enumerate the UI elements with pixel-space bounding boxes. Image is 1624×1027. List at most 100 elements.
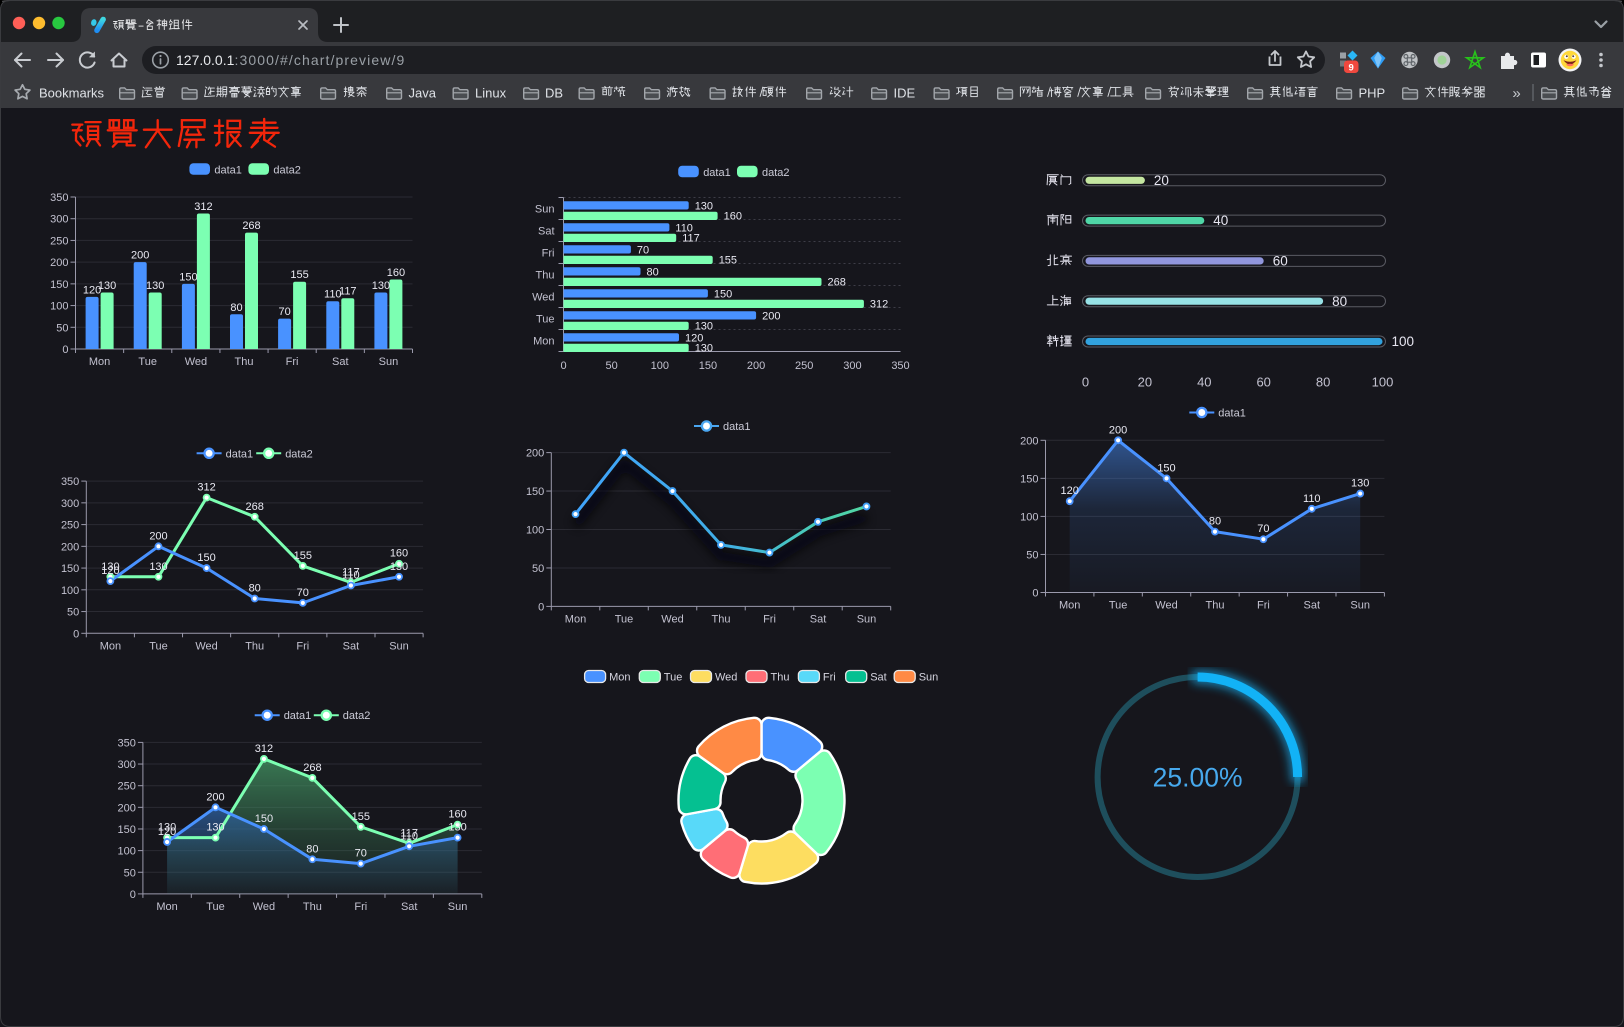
svg-text:data2: data2 [343, 710, 371, 722]
svg-text:117: 117 [342, 566, 360, 578]
svg-text:350: 350 [891, 360, 909, 372]
svg-text:Wed: Wed [532, 292, 554, 304]
svg-text:Fri: Fri [763, 613, 776, 625]
svg-text:Thu: Thu [771, 672, 790, 684]
svg-text:60: 60 [1256, 375, 1270, 390]
svg-text:117: 117 [339, 286, 357, 298]
svg-text:268: 268 [246, 501, 264, 513]
svg-text:Sat: Sat [538, 226, 555, 238]
svg-text:50: 50 [1026, 550, 1038, 562]
svg-text:100: 100 [1372, 375, 1394, 390]
svg-text:312: 312 [870, 299, 888, 311]
svg-text:Mon: Mon [565, 613, 586, 625]
svg-text:Mon: Mon [609, 672, 630, 684]
svg-text:Fri: Fri [354, 901, 367, 913]
svg-text:80: 80 [1332, 294, 1347, 309]
svg-text:40: 40 [1197, 375, 1211, 390]
svg-text:20: 20 [1154, 173, 1169, 188]
svg-text:110: 110 [324, 289, 342, 301]
svg-text:Wed: Wed [1155, 600, 1177, 612]
svg-text:0: 0 [62, 344, 68, 356]
svg-text:80: 80 [306, 843, 318, 855]
svg-text:120: 120 [83, 284, 101, 296]
svg-text:117: 117 [400, 827, 418, 839]
svg-text:Mon: Mon [89, 356, 110, 368]
svg-text:150: 150 [1020, 473, 1038, 485]
svg-text:268: 268 [242, 220, 260, 232]
svg-text:130: 130 [98, 280, 116, 292]
svg-text:155: 155 [352, 811, 370, 823]
svg-text:9: 9 [1349, 62, 1354, 73]
svg-text:Thu: Thu [536, 270, 555, 282]
svg-text:200: 200 [526, 448, 544, 460]
svg-text:150: 150 [526, 486, 544, 498]
svg-text:300: 300 [118, 759, 136, 771]
svg-text:150: 150 [50, 279, 68, 291]
svg-text:25.00%: 25.00% [1153, 763, 1243, 793]
svg-text:130: 130 [206, 822, 224, 834]
svg-text:data1: data1 [1218, 408, 1246, 420]
svg-text:200: 200 [149, 530, 167, 542]
svg-text:Tue: Tue [206, 901, 225, 913]
svg-text:Bookmarks: Bookmarks [39, 86, 105, 101]
svg-text:117: 117 [682, 233, 700, 245]
svg-text:250: 250 [795, 360, 813, 372]
svg-text:Tue: Tue [536, 314, 555, 326]
svg-text:150: 150 [118, 824, 136, 836]
svg-text:Mon: Mon [100, 640, 121, 652]
svg-text:100: 100 [50, 301, 68, 313]
svg-text:data1: data1 [226, 448, 254, 460]
svg-text:120: 120 [1061, 485, 1079, 497]
svg-text:Sat: Sat [870, 672, 887, 684]
svg-text:80: 80 [647, 267, 659, 279]
svg-text:110: 110 [675, 223, 693, 235]
svg-text:DB: DB [545, 85, 563, 100]
svg-text:150: 150 [179, 271, 197, 283]
svg-text:150: 150 [699, 360, 717, 372]
svg-text:80: 80 [1209, 516, 1221, 528]
svg-text:160: 160 [724, 211, 742, 223]
svg-text:70: 70 [355, 848, 367, 860]
svg-text:200: 200 [206, 791, 224, 803]
svg-text:120: 120 [685, 333, 703, 345]
svg-text:350: 350 [118, 737, 136, 749]
svg-text:Sun: Sun [389, 640, 409, 652]
svg-text:data1: data1 [703, 167, 731, 179]
svg-text:Fri: Fri [286, 356, 299, 368]
svg-text:Sun: Sun [379, 356, 399, 368]
svg-text:Linux: Linux [475, 85, 507, 100]
svg-text:200: 200 [1109, 424, 1127, 436]
svg-text:150: 150 [255, 813, 273, 825]
svg-text:150: 150 [714, 289, 732, 301]
svg-text:Sun: Sun [535, 204, 555, 216]
svg-text:130: 130 [372, 280, 390, 292]
svg-text:Tue: Tue [1109, 600, 1128, 612]
svg-text:130: 130 [448, 822, 466, 834]
svg-text:268: 268 [303, 762, 321, 774]
svg-text:130: 130 [695, 321, 713, 333]
svg-text:50: 50 [67, 607, 79, 619]
svg-text:Thu: Thu [245, 640, 264, 652]
svg-text:200: 200 [747, 360, 765, 372]
svg-text:110: 110 [400, 830, 418, 842]
svg-text:70: 70 [637, 245, 649, 257]
svg-text:130: 130 [695, 201, 713, 213]
svg-text:130: 130 [1351, 478, 1369, 490]
svg-text:Java: Java [409, 85, 437, 100]
svg-text:150: 150 [197, 552, 215, 564]
svg-text:200: 200 [61, 541, 79, 553]
svg-text:80: 80 [249, 583, 261, 595]
svg-text:130: 130 [390, 561, 408, 573]
svg-text:Tue: Tue [664, 672, 683, 684]
svg-text:130: 130 [101, 561, 119, 573]
svg-text:data1: data1 [723, 421, 751, 433]
svg-text:Fri: Fri [823, 672, 836, 684]
svg-text:»: » [1512, 85, 1520, 102]
svg-text:80: 80 [230, 302, 242, 314]
svg-text:Mon: Mon [1059, 600, 1080, 612]
svg-text:160: 160 [390, 548, 408, 560]
svg-text:Sun: Sun [1350, 600, 1370, 612]
svg-text:250: 250 [118, 781, 136, 793]
svg-text:110: 110 [1303, 493, 1321, 505]
svg-text:0: 0 [538, 601, 544, 613]
